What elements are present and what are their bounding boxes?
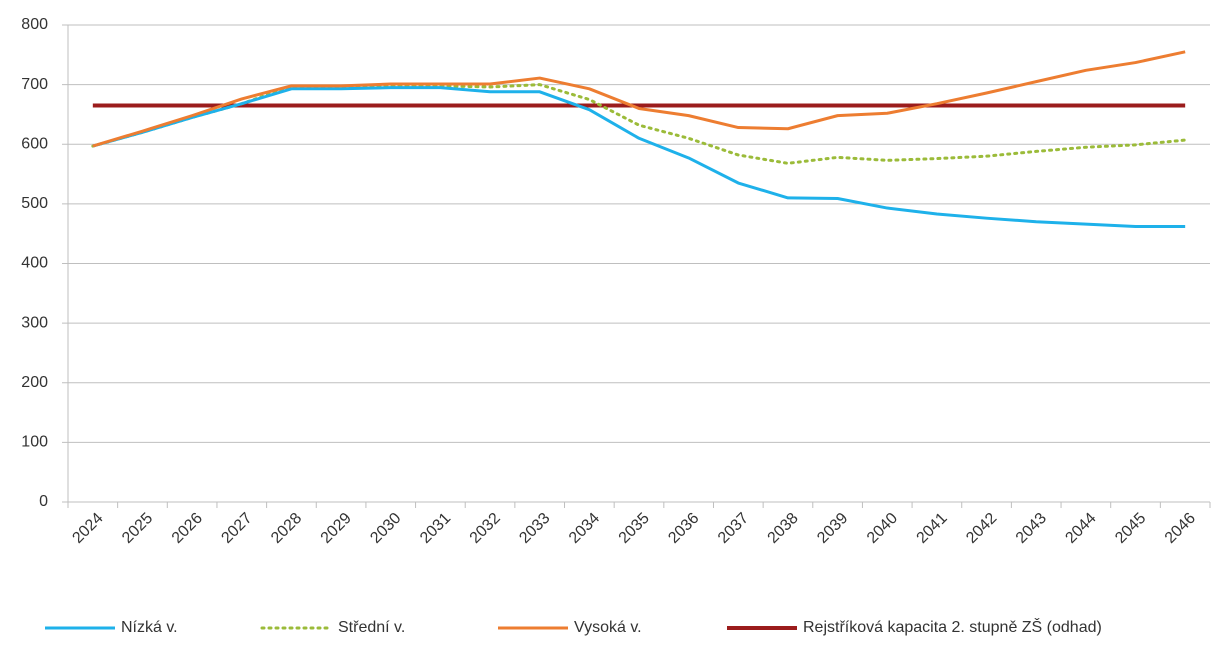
y-tick-label: 500	[21, 195, 48, 212]
x-tick-label: 2044	[1062, 510, 1099, 547]
x-tick-label: 2034	[566, 510, 603, 547]
x-tick-label: 2038	[765, 510, 802, 547]
series-line	[91, 83, 1187, 165]
x-tick-label: 2029	[318, 510, 355, 547]
x-tick-label: 2026	[169, 510, 206, 547]
y-tick-label: 400	[21, 255, 48, 272]
x-tick-label: 2046	[1162, 510, 1199, 547]
x-tick-label: 2045	[1112, 510, 1149, 547]
x-tick-label: 2035	[616, 510, 653, 547]
y-tick-label: 0	[39, 493, 48, 510]
x-tick-label: 2036	[665, 510, 702, 547]
legend-label: Rejstříková kapacita 2. stupně ZŠ (odhad…	[803, 617, 1102, 636]
x-tick-label: 2039	[814, 510, 851, 547]
legend-label: Střední v.	[338, 619, 405, 636]
x-tick-label: 2030	[367, 510, 404, 547]
x-tick-label: 2027	[218, 510, 255, 547]
x-tick-label: 2028	[268, 510, 305, 547]
x-tick-label: 2033	[516, 510, 553, 547]
x-tick-label: 2031	[417, 510, 454, 547]
y-tick-label: 700	[21, 76, 48, 93]
series-line	[92, 86, 1186, 229]
y-tick-label: 100	[21, 434, 48, 451]
y-tick-label: 800	[21, 16, 48, 33]
x-tick-label: 2037	[715, 510, 752, 547]
x-tick-label: 2040	[864, 510, 901, 547]
y-tick-label: 300	[21, 314, 48, 331]
y-tick-label: 200	[21, 374, 48, 391]
x-tick-label: 2042	[963, 510, 1000, 547]
legend-label: Vysoká v.	[574, 619, 642, 636]
series-line	[92, 50, 1186, 148]
x-tick-label: 2032	[467, 510, 504, 547]
x-tick-label: 2024	[69, 510, 106, 547]
y-tick-label: 600	[21, 135, 48, 152]
x-tick-label: 2043	[1013, 510, 1050, 547]
x-tick-label: 2041	[914, 510, 951, 547]
x-tick-label: 2025	[119, 510, 156, 547]
legend-label: Nízká v.	[121, 619, 178, 636]
